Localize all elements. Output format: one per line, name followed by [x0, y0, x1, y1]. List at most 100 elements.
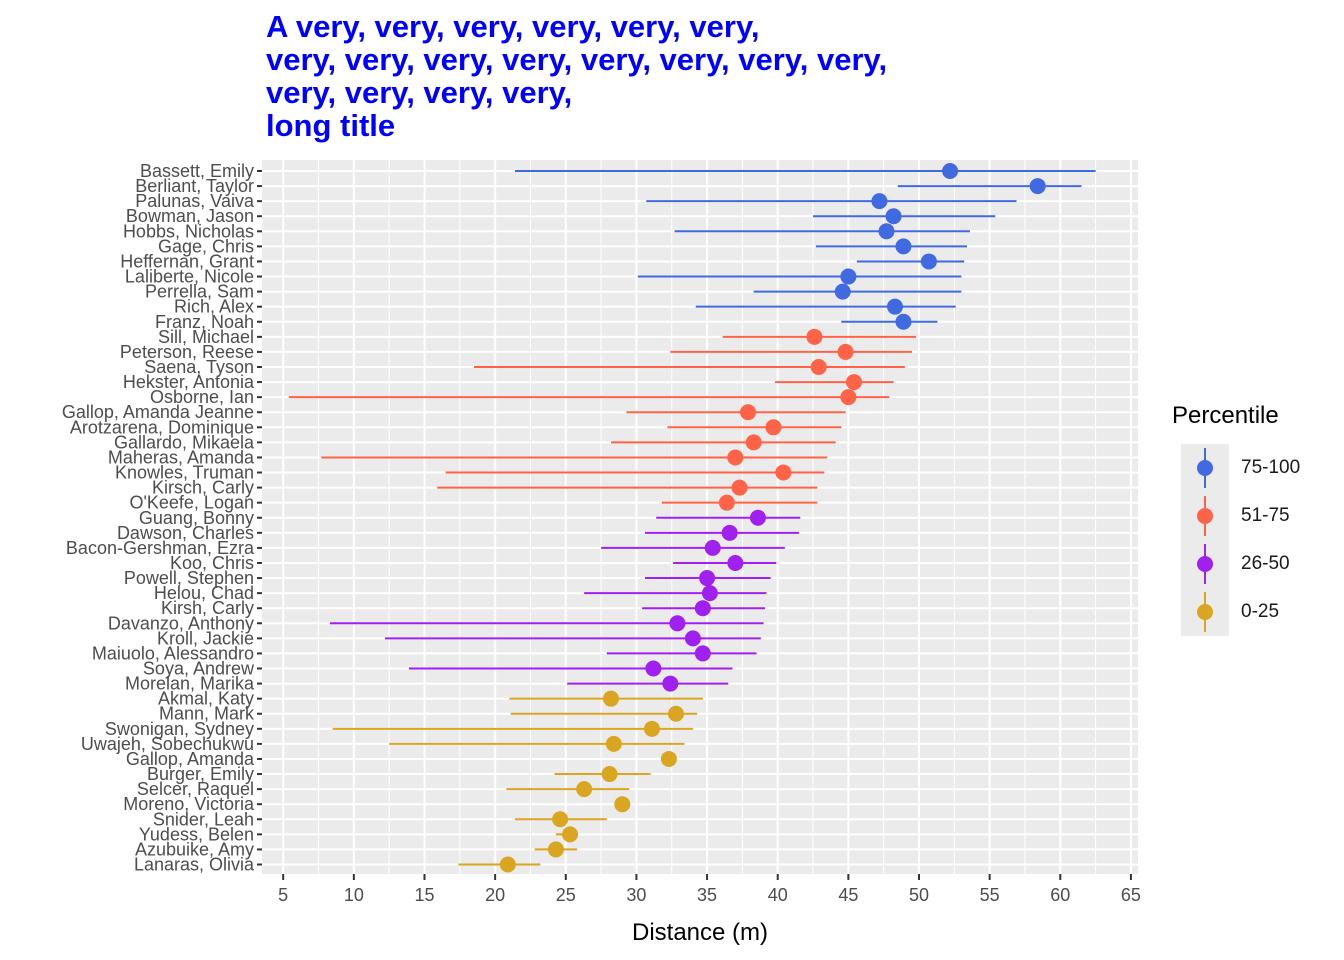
data-point [1029, 178, 1046, 195]
data-point [886, 298, 903, 315]
y-tick-label: Kirsh, Carly [161, 598, 254, 618]
legend-keys: 75-100 51-75 26-50 0-25 [1172, 444, 1300, 636]
data-point-group [774, 374, 894, 391]
x-tick-label: 40 [768, 885, 788, 905]
data-point-group [753, 283, 962, 300]
y-tick-label: Arotzarena, Dominique [70, 417, 254, 437]
data-point-group [601, 539, 785, 556]
data-point-group [610, 434, 836, 451]
y-tick-label: Snider, Leah [153, 809, 254, 829]
data-point-group [506, 781, 630, 798]
x-axis: 5 10 15 20 25 30 35 40 45 50 55 60 65 [278, 874, 1141, 905]
legend-label: 75-100 [1241, 457, 1301, 478]
y-tick-label: Kirsch, Carly [152, 478, 254, 498]
y-tick-label: Gallop, Amanda Jeanne [62, 402, 254, 422]
y-tick-label: Knowles, Truman [115, 463, 254, 483]
legend-key [1181, 492, 1229, 540]
y-tick-label: Akmal, Katy [158, 689, 254, 709]
data-point-group [674, 223, 970, 240]
data-point-group [637, 268, 962, 285]
y-tick-label: Selcer, Raquel [137, 779, 254, 799]
data-point-group [458, 856, 541, 873]
data-point [837, 343, 854, 360]
data-point-group [626, 404, 846, 421]
data-point-group [584, 585, 767, 602]
x-tick-label: 20 [485, 885, 505, 905]
legend-key [1181, 588, 1229, 636]
data-point [602, 690, 619, 707]
y-tick-label: Powell, Stephen [124, 568, 254, 588]
y-tick-label: Osborne, Ian [150, 387, 254, 407]
y-tick-label: O'Keefe, Logan [129, 493, 254, 513]
data-point [834, 283, 851, 300]
data-point [885, 208, 902, 225]
legend-item-26-50: 26-50 [1172, 540, 1300, 588]
data-point [704, 539, 721, 556]
y-tick-label: Davanzo, Anthony [108, 613, 254, 633]
x-tick-label: 60 [1050, 885, 1070, 905]
y-tick-label: Maiuolo, Alessandro [92, 643, 254, 663]
data-point-group [473, 358, 905, 375]
chart-title-line-1: A very, very, very, very, very, very, [266, 9, 760, 44]
data-point-group [841, 313, 938, 330]
data-point-group [332, 720, 693, 737]
y-tick-label: Perrella, Sam [145, 282, 254, 302]
data-point-group [567, 675, 729, 692]
data-point [878, 223, 895, 240]
data-point-group [555, 826, 579, 843]
data-point-group [384, 630, 761, 647]
data-point [765, 419, 782, 436]
data-point-group [670, 343, 912, 360]
chart-title-line-3: very, very, very, very, [266, 75, 573, 110]
y-tick-label: Burger, Emily [147, 764, 254, 784]
data-point [731, 479, 748, 496]
y-tick-label: Saena, Tyson [144, 357, 254, 377]
data-point-group [437, 479, 818, 496]
data-point [775, 464, 792, 481]
data-point [662, 675, 679, 692]
y-tick-label: Sill, Michael [158, 327, 254, 347]
y-tick-label: Gallardo, Mikaela [114, 432, 255, 452]
data-point-group [445, 464, 825, 481]
data-point [643, 720, 660, 737]
data-point [499, 856, 516, 873]
y-tick-label: Yudess, Belen [139, 824, 254, 844]
data-point-group [514, 811, 607, 828]
data-point [601, 766, 618, 783]
data-point-group [642, 600, 765, 617]
data-point-group [614, 796, 631, 813]
data-point-group [606, 645, 757, 662]
legend-item-0-25: 0-25 [1172, 588, 1300, 636]
data-point [745, 434, 762, 451]
y-tick-label: Heffernan, Grant [120, 251, 254, 271]
y-tick-label: Bowman, Jason [126, 206, 254, 226]
data-point-group [673, 554, 777, 571]
data-point-group [646, 193, 1017, 210]
data-point [920, 253, 937, 270]
data-marks [288, 163, 1096, 873]
y-tick-label: Moreno, Victoria [123, 794, 255, 814]
y-tick-label: Morelan, Marika [125, 674, 255, 694]
y-tick-label: Berliant, Taylor [135, 176, 254, 196]
y-tick-label: Laliberte, Nicole [125, 267, 254, 287]
data-point [699, 570, 716, 587]
y-tick-label: Rich, Alex [174, 297, 254, 317]
data-point-group [656, 509, 801, 526]
legend-title: Percentile [1172, 402, 1279, 429]
data-point [694, 600, 711, 617]
data-point-group [815, 238, 968, 255]
chart-title-line-4: long title [266, 108, 396, 143]
data-point [576, 781, 593, 798]
chart-title-line-2: very, very, very, very, very, very, very… [266, 42, 888, 77]
y-tick-label: Soya, Andrew [143, 659, 255, 679]
data-point [895, 238, 912, 255]
data-point-group [661, 494, 818, 511]
y-tick-label: Peterson, Reese [120, 342, 254, 362]
legend: Percentile 75-100 51-75 26-50 0-25 [1172, 402, 1300, 636]
x-tick-label: 10 [344, 885, 364, 905]
data-point-group [644, 524, 799, 541]
legend-label: 26-50 [1241, 553, 1290, 574]
data-point [718, 494, 735, 511]
